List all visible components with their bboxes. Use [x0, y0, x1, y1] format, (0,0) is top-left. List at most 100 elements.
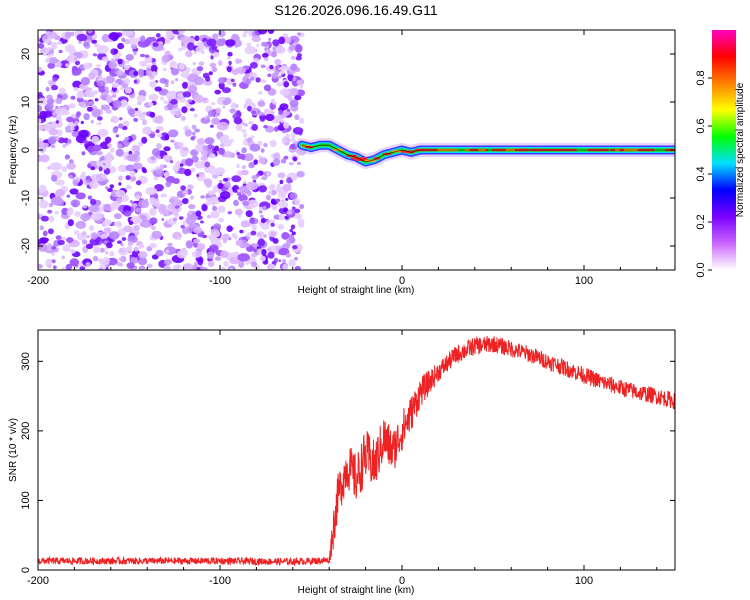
- noise-speckle: [208, 244, 219, 253]
- noise-speckle: [111, 82, 120, 88]
- noise-speckle: [237, 253, 250, 262]
- noise-speckle: [121, 37, 126, 43]
- noise-speckle: [286, 108, 291, 112]
- noise-speckle: [210, 210, 220, 219]
- noise-speckle: [222, 99, 230, 106]
- noise-speckle: [155, 129, 160, 134]
- noise-speckle: [58, 87, 66, 95]
- noise-speckle: [241, 147, 247, 154]
- noise-speckle: [85, 243, 94, 249]
- noise-speckle: [267, 73, 272, 78]
- noise-speckle: [218, 147, 225, 155]
- noise-speckle: [87, 163, 92, 169]
- noise-speckle: [222, 178, 229, 182]
- noise-speckle: [130, 43, 138, 50]
- noise-speckle: [246, 181, 259, 191]
- noise-speckle: [229, 256, 240, 265]
- noise-speckle: [159, 36, 166, 43]
- noise-speckle: [80, 77, 91, 86]
- noise-speckle: [142, 168, 147, 174]
- noise-speckle: [76, 33, 88, 42]
- noise-speckle: [280, 65, 289, 71]
- noise-speckle: [200, 195, 205, 199]
- noise-speckle: [103, 203, 112, 212]
- y-tick-label: -10: [20, 190, 32, 206]
- noise-speckle: [196, 66, 204, 72]
- noise-speckle: [192, 62, 196, 66]
- noise-speckle: [226, 225, 233, 232]
- noise-speckle: [268, 37, 272, 41]
- noise-speckle: [135, 207, 141, 213]
- noise-speckle: [287, 95, 293, 102]
- noise-speckle: [170, 196, 175, 200]
- noise-speckle: [96, 160, 102, 166]
- noise-speckle: [244, 46, 257, 55]
- noise-speckle: [237, 153, 246, 160]
- noise-speckle: [208, 71, 213, 76]
- noise-speckle: [79, 173, 87, 180]
- noise-speckle: [243, 123, 248, 127]
- noise-speckle: [49, 57, 58, 64]
- noise-speckle: [164, 171, 170, 178]
- noise-speckle: [260, 217, 266, 224]
- noise-speckle: [178, 30, 186, 35]
- noise-speckle: [251, 123, 258, 131]
- noise-speckle: [91, 108, 101, 118]
- noise-speckle: [97, 248, 101, 253]
- noise-speckle: [40, 198, 44, 202]
- noise-speckle: [235, 123, 243, 131]
- noise-speckle: [98, 267, 103, 270]
- noise-speckle: [38, 66, 43, 73]
- noise-speckle: [222, 105, 226, 109]
- noise-speckle: [194, 94, 204, 103]
- noise-speckle: [70, 126, 75, 131]
- noise-speckle: [123, 64, 130, 71]
- noise-speckle: [271, 204, 278, 211]
- noise-speckle: [152, 61, 156, 66]
- noise-speckle: [180, 152, 188, 157]
- colorbar-scale: [712, 30, 736, 270]
- noise-speckle: [202, 145, 209, 151]
- noise-speckle: [112, 126, 119, 134]
- noise-speckle: [101, 33, 110, 43]
- noise-speckle: [103, 166, 107, 170]
- noise-speckle: [52, 265, 57, 270]
- noise-speckle: [285, 242, 291, 247]
- noise-speckle: [172, 178, 180, 185]
- noise-speckle: [270, 222, 275, 227]
- snr-y-label: SNR (10 * v/v): [8, 418, 19, 482]
- noise-speckle: [227, 51, 233, 57]
- noise-speckle: [207, 190, 216, 196]
- noise-speckle: [116, 240, 123, 244]
- noise-speckle: [86, 106, 93, 112]
- noise-speckle: [213, 223, 222, 231]
- noise-speckle: [232, 82, 237, 87]
- noise-speckle: [250, 135, 255, 139]
- noise-speckle: [38, 118, 42, 124]
- noise-speckle: [120, 99, 128, 105]
- y-tick-label: -20: [20, 238, 32, 254]
- y-tick-label: 0: [20, 567, 32, 573]
- noise-speckle: [210, 102, 216, 106]
- noise-speckle: [89, 237, 100, 246]
- noise-speckle: [168, 211, 173, 215]
- noise-speckle: [121, 197, 126, 202]
- noise-speckle: [151, 148, 161, 157]
- noise-speckle: [272, 39, 280, 47]
- noise-speckle: [246, 42, 252, 47]
- noise-speckle: [38, 97, 48, 105]
- noise-speckle: [62, 110, 70, 116]
- noise-speckle: [249, 143, 261, 152]
- noise-speckle: [218, 217, 224, 223]
- noise-speckle: [151, 71, 157, 77]
- noise-speckle: [47, 47, 52, 51]
- noise-speckle: [263, 84, 272, 92]
- noise-speckle: [204, 99, 209, 103]
- noise-speckle: [127, 235, 138, 243]
- noise-speckle: [66, 209, 73, 216]
- noise-speckle: [173, 210, 178, 214]
- noise-speckle: [173, 141, 178, 146]
- noise-speckle: [200, 149, 208, 157]
- noise-speckle: [219, 191, 231, 200]
- noise-speckle: [96, 45, 109, 54]
